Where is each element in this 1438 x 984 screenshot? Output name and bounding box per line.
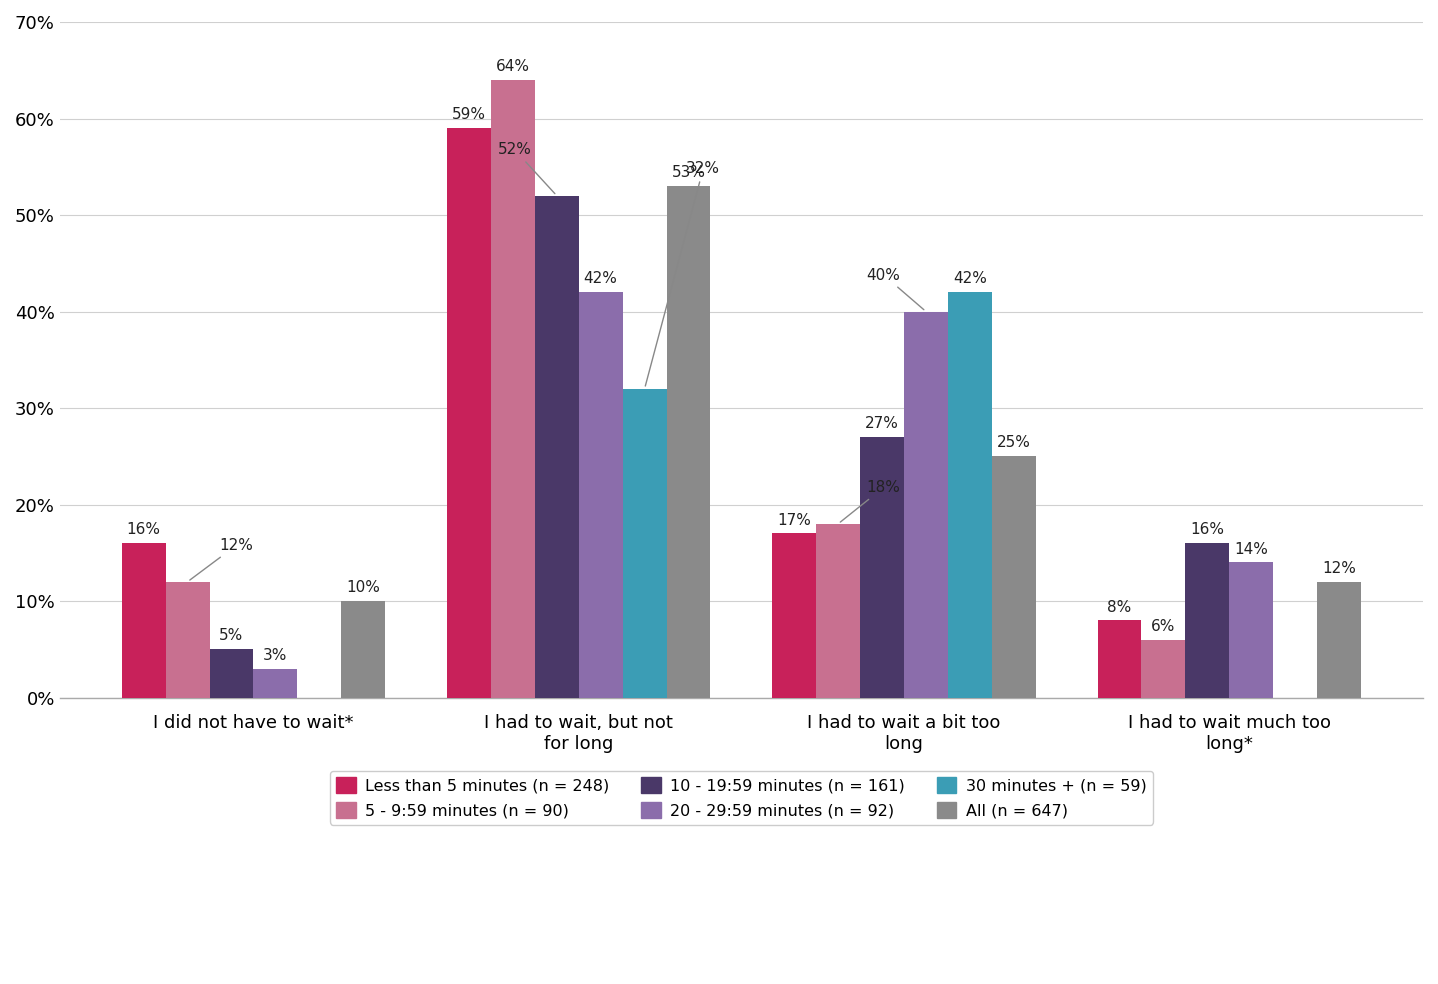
Bar xyxy=(905,312,948,698)
Text: 32%: 32% xyxy=(646,161,720,386)
Bar xyxy=(1097,620,1142,698)
Text: 52%: 52% xyxy=(498,142,555,194)
Bar xyxy=(1229,563,1273,698)
Bar xyxy=(210,649,253,698)
Text: 42%: 42% xyxy=(584,272,617,286)
Text: 6%: 6% xyxy=(1152,619,1176,634)
Bar xyxy=(341,601,385,698)
Bar xyxy=(1317,582,1360,698)
Text: 53%: 53% xyxy=(672,165,706,180)
Text: 16%: 16% xyxy=(1191,523,1224,537)
Bar xyxy=(667,186,710,698)
Bar xyxy=(165,582,210,698)
Text: 8%: 8% xyxy=(1107,599,1132,615)
Bar xyxy=(490,80,535,698)
Text: 3%: 3% xyxy=(263,647,288,663)
Bar xyxy=(623,389,667,698)
Text: 27%: 27% xyxy=(866,416,899,431)
Text: 17%: 17% xyxy=(778,513,811,527)
Text: 42%: 42% xyxy=(953,272,986,286)
Text: 14%: 14% xyxy=(1234,541,1268,557)
Bar xyxy=(772,533,817,698)
Text: 25%: 25% xyxy=(997,436,1031,451)
Text: 10%: 10% xyxy=(347,581,380,595)
Bar xyxy=(122,543,165,698)
Text: 5%: 5% xyxy=(220,629,243,644)
Bar xyxy=(1185,543,1229,698)
Text: 12%: 12% xyxy=(1322,561,1356,576)
Bar xyxy=(1142,640,1185,698)
Bar xyxy=(860,437,905,698)
Legend: Less than 5 minutes (n = 248), 5 - 9:59 minutes (n = 90), 10 - 19:59 minutes (n : Less than 5 minutes (n = 248), 5 - 9:59 … xyxy=(331,770,1153,825)
Text: 64%: 64% xyxy=(496,59,529,74)
Bar xyxy=(253,668,298,698)
Text: 16%: 16% xyxy=(127,523,161,537)
Bar xyxy=(817,523,860,698)
Bar xyxy=(447,128,490,698)
Bar xyxy=(578,292,623,698)
Text: 12%: 12% xyxy=(190,538,253,580)
Bar xyxy=(535,196,578,698)
Bar xyxy=(948,292,992,698)
Text: 59%: 59% xyxy=(452,107,486,122)
Text: 18%: 18% xyxy=(840,480,900,523)
Text: 40%: 40% xyxy=(867,268,923,310)
Bar xyxy=(992,457,1035,698)
